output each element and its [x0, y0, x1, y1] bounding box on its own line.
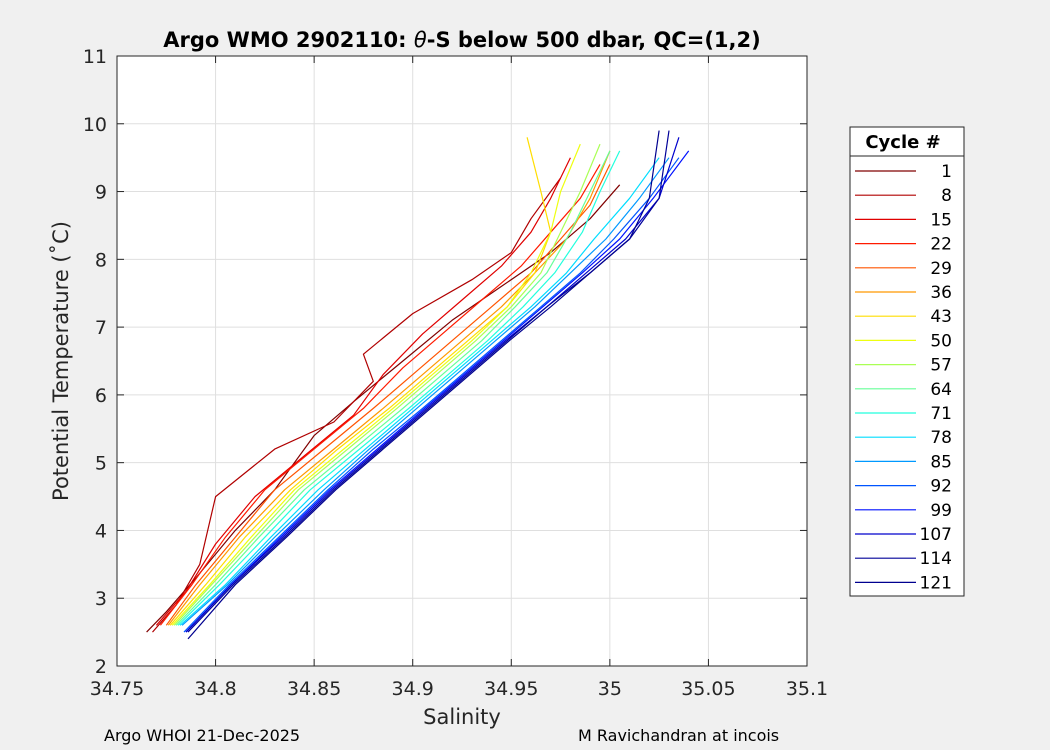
legend-entry: 85: [855, 452, 952, 472]
ticks: [116, 55, 808, 667]
legend-entry: 29: [855, 259, 952, 279]
series-line-cycle-8: [152, 177, 562, 633]
x-tick-label: 34.95: [484, 678, 538, 700]
y-axis-label: Potential Temperature (˚C): [49, 221, 73, 501]
plot-area: [117, 56, 807, 666]
legend-label: 114: [920, 549, 952, 569]
legend-label: 1: [941, 162, 952, 182]
y-tick-label: 10: [83, 114, 107, 136]
y-tick-label: 6: [95, 385, 107, 407]
y-tick-labels: 2 3 4 5 6 7 8 9 10 11: [83, 46, 107, 678]
legend-entry: 8: [855, 186, 952, 206]
series-line-cycle-64: [175, 150, 611, 626]
legend-entry: 57: [855, 356, 952, 376]
legend-label: 71: [930, 404, 952, 424]
y-tick-label: 8: [95, 249, 107, 271]
legend-entry: 64: [855, 380, 952, 400]
series-line-cycle-57: [173, 143, 601, 626]
chart-title: Argo WMO 2902110: θ-S below 500 dbar, QC…: [163, 28, 760, 52]
legend-label: 8: [941, 186, 952, 206]
y-tick-label: 9: [95, 182, 107, 204]
legend-entry: 78: [855, 428, 952, 448]
legend-label: 43: [930, 307, 952, 327]
legend-entry: 99: [855, 501, 952, 521]
legend-title: Cycle #: [865, 132, 940, 153]
legend-entry: 1: [855, 162, 952, 182]
legend-label: 78: [930, 428, 952, 448]
legend-label: 92: [930, 477, 952, 497]
legend-entry: 50: [855, 331, 952, 351]
y-tick-label: 5: [95, 453, 107, 475]
series-line-cycle-15: [155, 157, 571, 626]
legend-entry: 71: [855, 404, 952, 424]
x-tick-label: 34.85: [287, 678, 341, 700]
series-line-cycle-99: [185, 150, 690, 633]
legend-label: 85: [930, 452, 952, 472]
legend-entry: 22: [855, 235, 952, 255]
y-tick-label: 2: [95, 656, 107, 678]
legend[interactable]: Cycle # 18152229364350576471788592991071…: [849, 126, 965, 597]
legend-box: [849, 126, 965, 597]
footer-right: M Ravichandran at incois: [578, 726, 779, 745]
legend-label: 36: [930, 283, 952, 303]
y-tick-label: 4: [95, 520, 107, 542]
series-line-cycle-29: [165, 164, 611, 626]
series-line-cycle-92: [183, 157, 680, 633]
series-line-cycle-78: [179, 157, 660, 626]
legend-entry: 36: [855, 283, 952, 303]
y-tick-label: 11: [83, 46, 107, 68]
legend-entry: 114: [855, 549, 952, 569]
axes-frame: [116, 55, 808, 667]
legend-entry: 121: [855, 573, 952, 593]
x-tick-label: 34.8: [194, 678, 236, 700]
legend-label: 50: [930, 331, 952, 351]
legend-label: 22: [930, 235, 952, 255]
legend-label: 107: [920, 525, 952, 545]
y-tick-label: 7: [95, 317, 107, 339]
footer-left: Argo WHOI 21-Dec-2025: [104, 726, 300, 745]
series-line-cycle-85: [181, 157, 670, 626]
legend-label: 64: [930, 380, 952, 400]
x-tick-label: 35.05: [681, 678, 735, 700]
x-tick-label: 35.1: [786, 678, 828, 700]
x-tick-label: 34.9: [392, 678, 434, 700]
series-line-cycle-71: [177, 150, 621, 626]
legend-label: 15: [930, 210, 952, 230]
series-line-cycle-121: [187, 130, 660, 640]
x-tick-label: 35: [598, 678, 622, 700]
legend-label: 99: [930, 501, 952, 521]
x-tick-labels: 34.75 34.8 34.85 34.9 34.95 35 35.05 35.1: [90, 678, 828, 700]
x-axis-label: Salinity: [423, 705, 501, 729]
legend-label: 29: [930, 259, 952, 279]
series-line-cycle-107: [185, 137, 680, 633]
legend-entry: 92: [855, 477, 952, 497]
x-tick-label: 34.75: [90, 678, 144, 700]
series-line-cycle-50: [171, 143, 581, 626]
legend-entry: 43: [855, 307, 952, 327]
series-lines: [146, 130, 690, 640]
legend-entry: 107: [855, 525, 952, 545]
y-tick-label: 3: [95, 588, 107, 610]
legend-entry: 15: [855, 210, 952, 230]
legend-label: 121: [920, 573, 952, 593]
legend-entries: 1 8 15 22 29 36 43 50 57 64 71 78 85 92 99 107 114 121: [855, 162, 952, 593]
legend-label: 57: [930, 356, 952, 376]
